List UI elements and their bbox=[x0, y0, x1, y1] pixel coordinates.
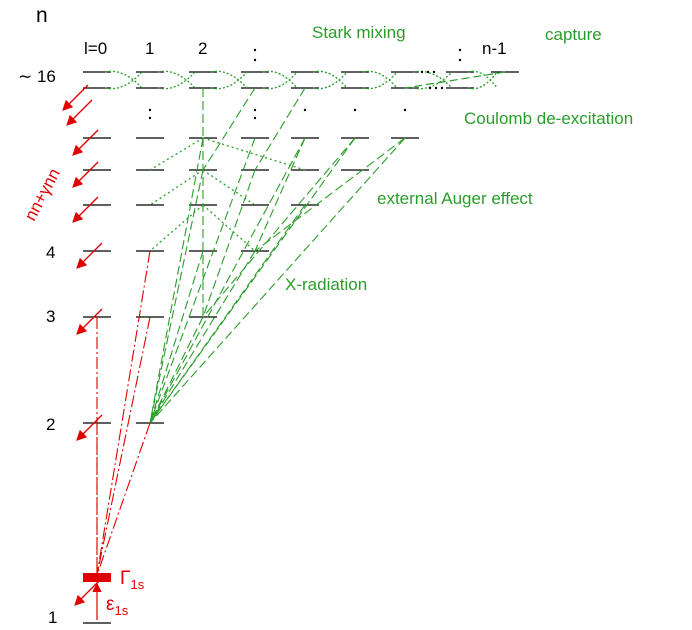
diagram-shapes bbox=[62, 48, 519, 624]
symbol: ε bbox=[106, 594, 115, 615]
level-label: 4 bbox=[46, 243, 55, 262]
stark-wave bbox=[312, 70, 348, 90]
width-bar bbox=[83, 573, 111, 582]
x-ray-transition bbox=[149, 316, 204, 424]
x-ray-transition bbox=[149, 137, 256, 424]
subscript: 1s bbox=[114, 603, 128, 618]
dot bbox=[303, 108, 307, 112]
level-label: 2 bbox=[46, 415, 55, 434]
subscript: 1s bbox=[130, 577, 144, 592]
stark-wave bbox=[362, 70, 398, 90]
dot bbox=[253, 48, 257, 52]
x-ray-transition bbox=[202, 87, 256, 171]
stark-wave bbox=[104, 70, 143, 90]
width-label: Γ1s bbox=[120, 568, 145, 592]
auger-transition bbox=[149, 204, 204, 252]
process-label: nn+γnn bbox=[21, 165, 64, 224]
x-ray-transition bbox=[149, 250, 204, 424]
x-ray-transition bbox=[254, 137, 406, 252]
absorption-arrow bbox=[76, 242, 103, 269]
absorption-arrow bbox=[72, 196, 99, 223]
radiative-1s bbox=[96, 316, 151, 576]
process-label: Stark mixing bbox=[312, 23, 406, 42]
auger-transition bbox=[202, 137, 306, 171]
auger-transition bbox=[149, 169, 204, 206]
auger-transition bbox=[202, 169, 256, 206]
absorption-arrow bbox=[72, 129, 99, 156]
process-label: external Auger effect bbox=[377, 189, 533, 208]
process-label: capture bbox=[545, 25, 602, 44]
dot bbox=[428, 86, 432, 90]
auger-transition bbox=[202, 204, 256, 252]
x-ray-transition bbox=[149, 137, 406, 424]
absorption-arrow bbox=[66, 99, 93, 126]
absorption-arrow bbox=[76, 414, 103, 441]
dot bbox=[458, 48, 462, 52]
x-ray-transition bbox=[149, 250, 256, 424]
shift-label: ε1s bbox=[106, 594, 129, 618]
l-label: l=0 bbox=[84, 39, 107, 58]
stark-wave bbox=[157, 70, 196, 90]
x-ray-transition bbox=[149, 137, 204, 424]
absorption-arrow bbox=[76, 308, 103, 335]
l-label: 1 bbox=[145, 39, 154, 58]
absorption-arrow bbox=[72, 161, 99, 188]
dot bbox=[253, 58, 257, 62]
dot bbox=[434, 86, 438, 90]
l-label: n-1 bbox=[482, 39, 507, 58]
x-ray-transition bbox=[202, 137, 356, 318]
radiative-1s bbox=[96, 250, 151, 576]
dot bbox=[426, 70, 430, 74]
n-label: n bbox=[36, 4, 48, 27]
dot bbox=[458, 58, 462, 62]
capture bbox=[404, 71, 506, 89]
x-ray-transition bbox=[254, 87, 306, 171]
dot bbox=[148, 116, 152, 120]
level-label: 1 bbox=[48, 608, 57, 625]
radiative-1s bbox=[96, 422, 151, 576]
dot bbox=[440, 86, 444, 90]
dot bbox=[253, 108, 257, 112]
x-ray-transition bbox=[149, 204, 306, 424]
symbol: Γ bbox=[120, 568, 130, 589]
level-label: ∼ 16 bbox=[18, 67, 56, 86]
l-label: 2 bbox=[198, 39, 207, 58]
stark-wave bbox=[210, 70, 248, 90]
auger-transition bbox=[149, 137, 204, 171]
absorption-arrow bbox=[62, 84, 89, 111]
dot bbox=[403, 108, 407, 112]
level-label: 3 bbox=[46, 307, 55, 326]
dot bbox=[353, 108, 357, 112]
x-ray-transition bbox=[254, 137, 306, 252]
process-label: X-radiation bbox=[285, 275, 367, 294]
dot bbox=[432, 70, 436, 74]
dot bbox=[253, 116, 257, 120]
dot bbox=[420, 70, 424, 74]
process-label: Coulomb de-excitation bbox=[464, 109, 633, 128]
stark-wave bbox=[262, 70, 298, 90]
dot bbox=[148, 108, 152, 112]
x-ray-transition bbox=[149, 137, 306, 424]
